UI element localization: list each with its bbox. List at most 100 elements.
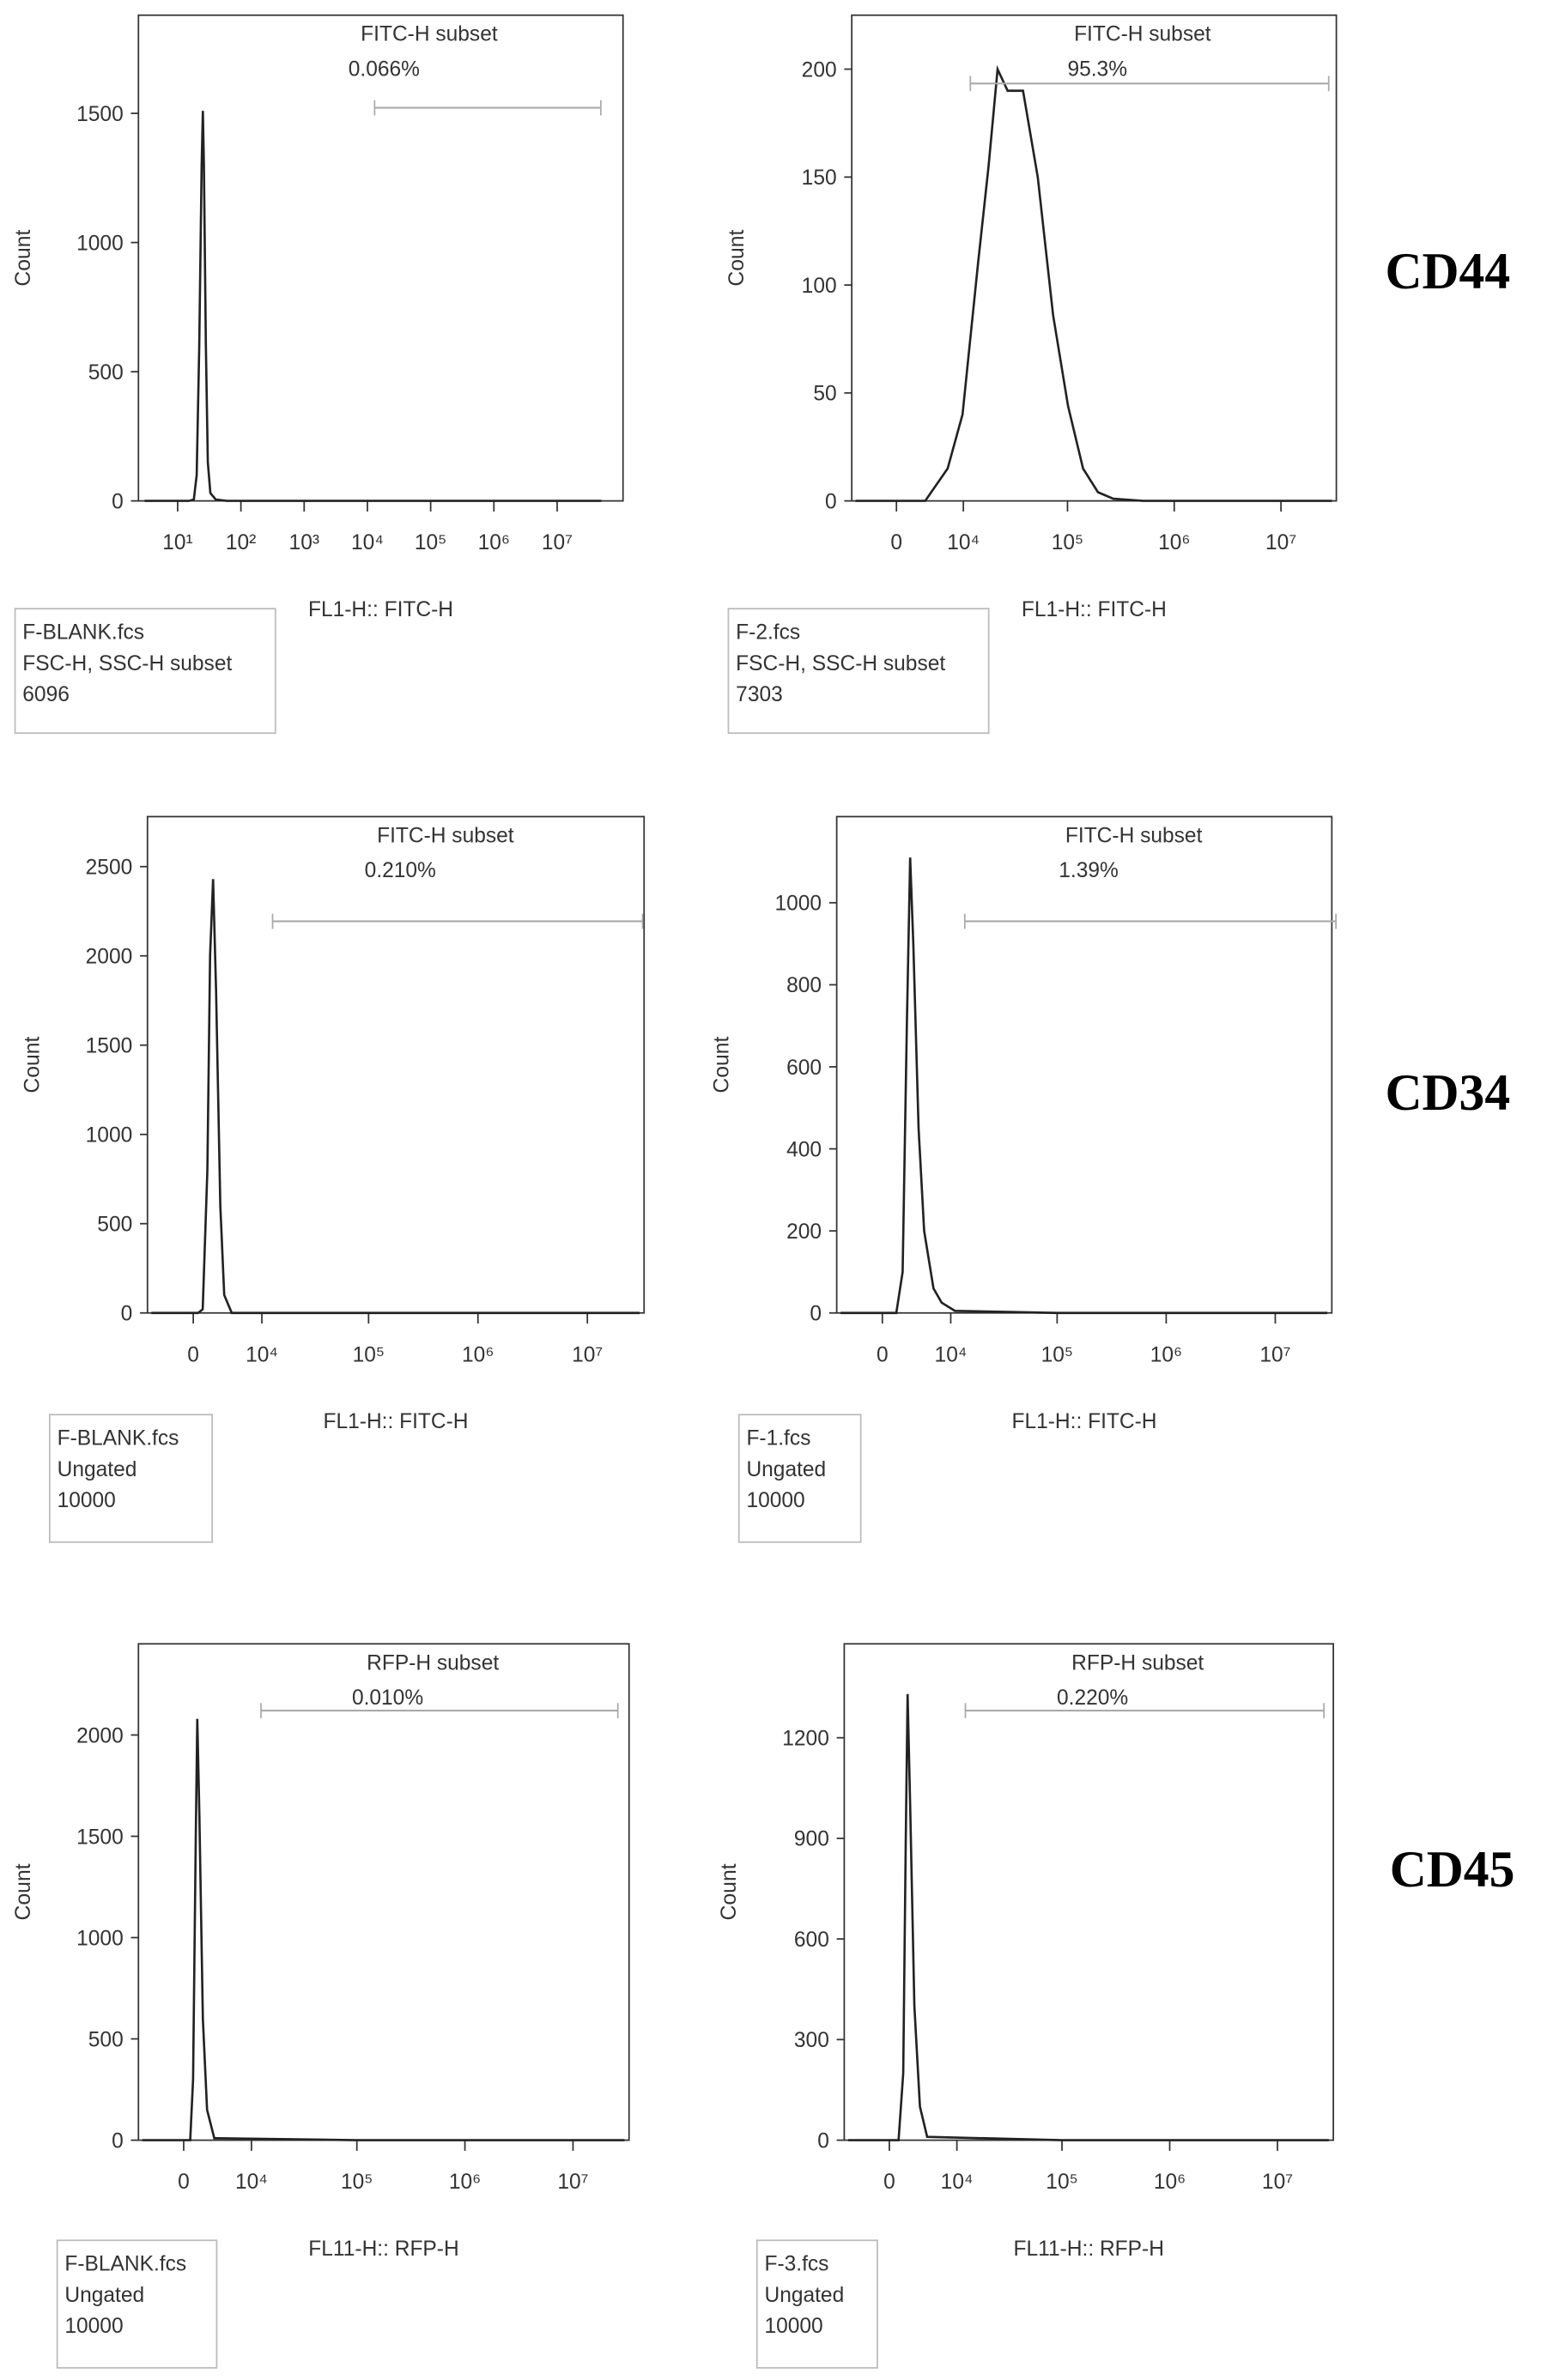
x-tick-label: 10⁷ <box>542 531 573 554</box>
x-tick-label: 0 <box>877 1343 889 1366</box>
info-box <box>727 608 990 735</box>
y-tick-label: 1500 <box>76 103 124 126</box>
plot-frame <box>851 14 1338 502</box>
row-label: CD44 <box>1385 243 1510 300</box>
y-tick-label: 800 <box>786 974 822 997</box>
y-tick-label: 1000 <box>76 232 124 255</box>
gate-name: FITC-H subset <box>1065 824 1203 847</box>
gate-percent: 0.210% <box>365 859 436 882</box>
info-text: 10000 <box>764 2315 822 2338</box>
x-tick-label: 10⁷ <box>1259 1343 1290 1366</box>
x-tick-label: 0 <box>178 2171 190 2194</box>
gate-name: FITC-H subset <box>377 824 514 847</box>
info-text: Ungated <box>746 1458 826 1481</box>
y-tick-label: 0 <box>825 490 837 513</box>
histogram-line <box>840 857 1328 1315</box>
info-text: F-BLANK.fcs <box>58 1427 179 1450</box>
gate-percent: 0.066% <box>349 58 420 81</box>
x-tick-label: 10⁴ <box>351 531 384 554</box>
info-box <box>56 2239 218 2369</box>
x-tick-label: 10⁵ <box>415 531 446 554</box>
x-tick-label: 10⁴ <box>947 531 980 554</box>
info-text: 10000 <box>58 1489 116 1512</box>
y-tick-label: 300 <box>794 2029 829 2052</box>
x-tick-label: 10⁴ <box>246 1343 278 1366</box>
info-box <box>48 1414 214 1543</box>
x-tick-label: 0 <box>187 1343 199 1366</box>
x-axis-label: FL1-H:: FITC-H <box>324 1410 469 1433</box>
y-tick-label: 500 <box>88 361 124 385</box>
info-text: Ungated <box>58 1458 137 1481</box>
info-box <box>755 2239 878 2369</box>
x-tick-label: 10⁵ <box>353 1343 385 1366</box>
x-tick-label: 0 <box>883 2171 895 2194</box>
y-axis-label: Count <box>711 1036 734 1093</box>
y-tick-label: 50 <box>813 383 836 406</box>
info-text: Ungated <box>764 2284 844 2307</box>
y-axis-label: Count <box>12 229 35 286</box>
gate-name: FITC-H subset <box>1074 23 1211 46</box>
x-tick-label: 10⁶ <box>449 2171 481 2194</box>
y-tick-label: 2000 <box>76 1724 124 1747</box>
y-tick-label: 400 <box>786 1138 822 1161</box>
x-tick-label: 10⁶ <box>1150 1343 1182 1366</box>
gate-percent: 0.220% <box>1057 1687 1128 1710</box>
x-axis-label: FL1-H:: FITC-H <box>1022 598 1167 621</box>
x-tick-label: 0 <box>890 531 902 554</box>
x-tick-label: 10⁵ <box>1041 1343 1073 1366</box>
info-box <box>737 1414 862 1543</box>
y-tick-label: 1000 <box>76 1927 124 1950</box>
plot-frame <box>137 14 624 502</box>
info-text: FSC-H, SSC-H subset <box>22 652 232 675</box>
y-tick-label: 150 <box>802 167 837 190</box>
y-tick-label: 1500 <box>86 1034 133 1057</box>
x-axis-label: FL1-H:: FITC-H <box>1011 1410 1156 1433</box>
x-tick-label: 10⁴ <box>941 2171 974 2194</box>
y-axis-label: Count <box>718 1863 741 1920</box>
y-axis-label: Count <box>21 1036 45 1093</box>
x-tick-label: 10⁵ <box>1046 2171 1077 2194</box>
info-text: F-2.fcs <box>736 621 800 644</box>
info-text: FSC-H, SSC-H subset <box>736 652 945 675</box>
y-axis-label: Count <box>12 1863 35 1920</box>
y-tick-label: 0 <box>817 2129 829 2153</box>
x-tick-label: 10⁶ <box>462 1343 494 1366</box>
y-tick-label: 0 <box>121 1302 133 1325</box>
x-tick-label: 10⁵ <box>1052 531 1083 554</box>
y-tick-label: 1200 <box>782 1727 829 1750</box>
histogram-line <box>151 879 640 1315</box>
info-text: 6096 <box>22 683 70 706</box>
y-axis-label: Count <box>725 229 749 286</box>
y-tick-label: 2000 <box>86 945 133 968</box>
y-tick-label: 0 <box>112 2129 124 2153</box>
histogram-line <box>144 111 602 502</box>
row-label: CD45 <box>1390 1841 1515 1898</box>
info-text: 10000 <box>64 2315 123 2338</box>
plot-frame <box>137 1643 630 2141</box>
x-tick-label: 10⁵ <box>341 2171 373 2194</box>
y-tick-label: 500 <box>88 2028 124 2051</box>
x-tick-label: 10⁶ <box>1154 2171 1186 2194</box>
info-text: F-1.fcs <box>746 1427 810 1450</box>
y-tick-label: 500 <box>97 1213 132 1236</box>
x-tick-label: 10² <box>226 531 256 554</box>
gate-name: RFP-H subset <box>367 1651 499 1674</box>
x-tick-label: 10³ <box>289 531 319 554</box>
x-tick-label: 10⁷ <box>572 1343 603 1366</box>
gate-name: FITC-H subset <box>361 23 498 46</box>
y-tick-label: 200 <box>786 1220 822 1244</box>
x-axis-label: FL11-H:: RFP-H <box>1014 2238 1164 2261</box>
y-tick-label: 2500 <box>86 856 133 879</box>
histogram-line <box>142 1718 625 2141</box>
info-text: 10000 <box>746 1489 804 1512</box>
info-text: 7303 <box>736 683 783 706</box>
x-tick-label: 10⁴ <box>235 2171 268 2194</box>
info-text: F-BLANK.fcs <box>22 621 144 644</box>
histogram-line <box>855 64 1332 502</box>
x-tick-label: 10⁷ <box>1265 531 1296 554</box>
y-tick-label: 600 <box>794 1929 829 1952</box>
y-tick-label: 100 <box>802 275 837 298</box>
row-label: CD34 <box>1385 1064 1510 1121</box>
